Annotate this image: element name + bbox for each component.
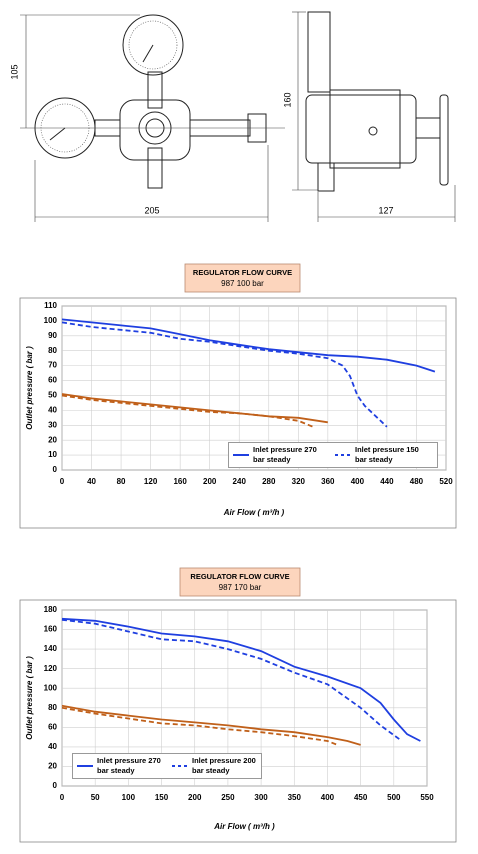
y-tick-label: 100 xyxy=(44,683,58,692)
data-line xyxy=(61,704,361,746)
x-tick-label: 520 xyxy=(439,477,453,486)
data-line xyxy=(61,321,388,428)
x-tick-label: 500 xyxy=(387,793,401,802)
y-tick-label: 140 xyxy=(44,644,58,653)
dimension-label: 127 xyxy=(378,205,393,215)
legend-label: Inlet pressure 270 bar steady xyxy=(97,756,161,775)
data-line xyxy=(61,394,314,428)
y-tick-label: 80 xyxy=(48,703,57,712)
data-line xyxy=(61,706,338,746)
legend-item: Inlet pressure 150 bar steady xyxy=(335,445,427,465)
legend-item: Inlet pressure 270 bar steady xyxy=(77,756,162,776)
dimension-label: 105 xyxy=(9,64,19,79)
x-tick-label: 480 xyxy=(410,477,424,486)
y-axis-label: Outlet pressure ( bar ) xyxy=(25,656,34,740)
y-tick-label: 50 xyxy=(48,391,57,400)
chart-title: REGULATOR FLOW CURVE xyxy=(190,572,289,581)
legend-item: Inlet pressure 200 bar steady xyxy=(172,756,257,776)
dimension-label: 160 xyxy=(282,92,292,107)
dimension-label: 205 xyxy=(144,205,159,215)
y-tick-label: 110 xyxy=(44,301,57,310)
x-tick-label: 440 xyxy=(380,477,394,486)
data-line xyxy=(61,393,328,424)
x-tick-label: 400 xyxy=(321,793,335,802)
legend-swatch xyxy=(233,454,249,456)
legend-label: Inlet pressure 270 bar steady xyxy=(253,445,317,464)
legend-swatch xyxy=(335,454,351,456)
legend-label: Inlet pressure 200 bar steady xyxy=(192,756,256,775)
chart-subtitle: 987 100 bar xyxy=(221,279,264,288)
y-tick-label: 70 xyxy=(48,361,57,370)
y-axis-label: Outlet pressure ( bar ) xyxy=(25,346,34,430)
x-tick-label: 0 xyxy=(60,793,65,802)
x-axis-label: Air Flow ( m³/h ) xyxy=(213,822,275,831)
x-tick-label: 80 xyxy=(117,477,126,486)
y-tick-label: 60 xyxy=(48,722,57,731)
y-tick-label: 10 xyxy=(48,450,57,459)
y-tick-label: 20 xyxy=(48,435,57,444)
x-tick-label: 200 xyxy=(203,477,217,486)
chart-title: REGULATOR FLOW CURVE xyxy=(193,268,292,277)
x-tick-label: 160 xyxy=(173,477,187,486)
front-view-drawing: 105 205 xyxy=(9,14,285,222)
data-line xyxy=(61,617,421,742)
y-tick-label: 40 xyxy=(48,405,57,414)
y-tick-label: 60 xyxy=(48,376,57,385)
chart-subtitle: 987 170 bar xyxy=(219,583,262,592)
x-tick-label: 350 xyxy=(288,793,302,802)
y-tick-label: 160 xyxy=(44,625,58,634)
side-view-drawing: 160 127 xyxy=(282,11,456,222)
x-tick-label: 400 xyxy=(351,477,365,486)
data-line xyxy=(61,318,436,373)
x-tick-label: 250 xyxy=(221,793,235,802)
x-tick-label: 50 xyxy=(91,793,100,802)
legend-label: Inlet pressure 150 bar steady xyxy=(355,445,419,464)
legend-swatch xyxy=(77,765,93,767)
y-tick-label: 180 xyxy=(44,605,58,614)
x-tick-label: 320 xyxy=(292,477,306,486)
title-box xyxy=(184,263,301,293)
y-tick-label: 90 xyxy=(48,331,57,340)
title-box xyxy=(179,567,301,597)
x-tick-label: 280 xyxy=(262,477,276,486)
y-tick-label: 0 xyxy=(53,465,58,474)
x-tick-label: 0 xyxy=(60,477,65,486)
x-tick-label: 40 xyxy=(87,477,96,486)
data-line xyxy=(61,618,402,741)
y-tick-label: 0 xyxy=(53,781,58,790)
x-tick-label: 550 xyxy=(420,793,434,802)
x-tick-label: 300 xyxy=(254,793,268,802)
y-tick-label: 80 xyxy=(48,346,57,355)
x-tick-label: 100 xyxy=(122,793,136,802)
x-tick-label: 150 xyxy=(155,793,169,802)
x-tick-label: 360 xyxy=(321,477,335,486)
legend-item: Inlet pressure 270 bar steady xyxy=(233,445,325,465)
y-tick-label: 100 xyxy=(44,316,58,325)
x-tick-label: 240 xyxy=(233,477,247,486)
y-tick-label: 30 xyxy=(48,420,57,429)
x-tick-label: 120 xyxy=(144,477,158,486)
y-tick-label: 20 xyxy=(48,762,57,771)
legend-swatch xyxy=(172,765,188,767)
x-tick-label: 450 xyxy=(354,793,368,802)
y-tick-label: 120 xyxy=(44,664,58,673)
legend: Inlet pressure 270 bar steady Inlet press… xyxy=(228,442,438,468)
legend: Inlet pressure 270 bar steady Inlet press… xyxy=(72,753,262,779)
y-tick-label: 40 xyxy=(48,742,57,751)
x-axis-label: Air Flow ( m³/h ) xyxy=(223,508,285,517)
x-tick-label: 200 xyxy=(188,793,202,802)
